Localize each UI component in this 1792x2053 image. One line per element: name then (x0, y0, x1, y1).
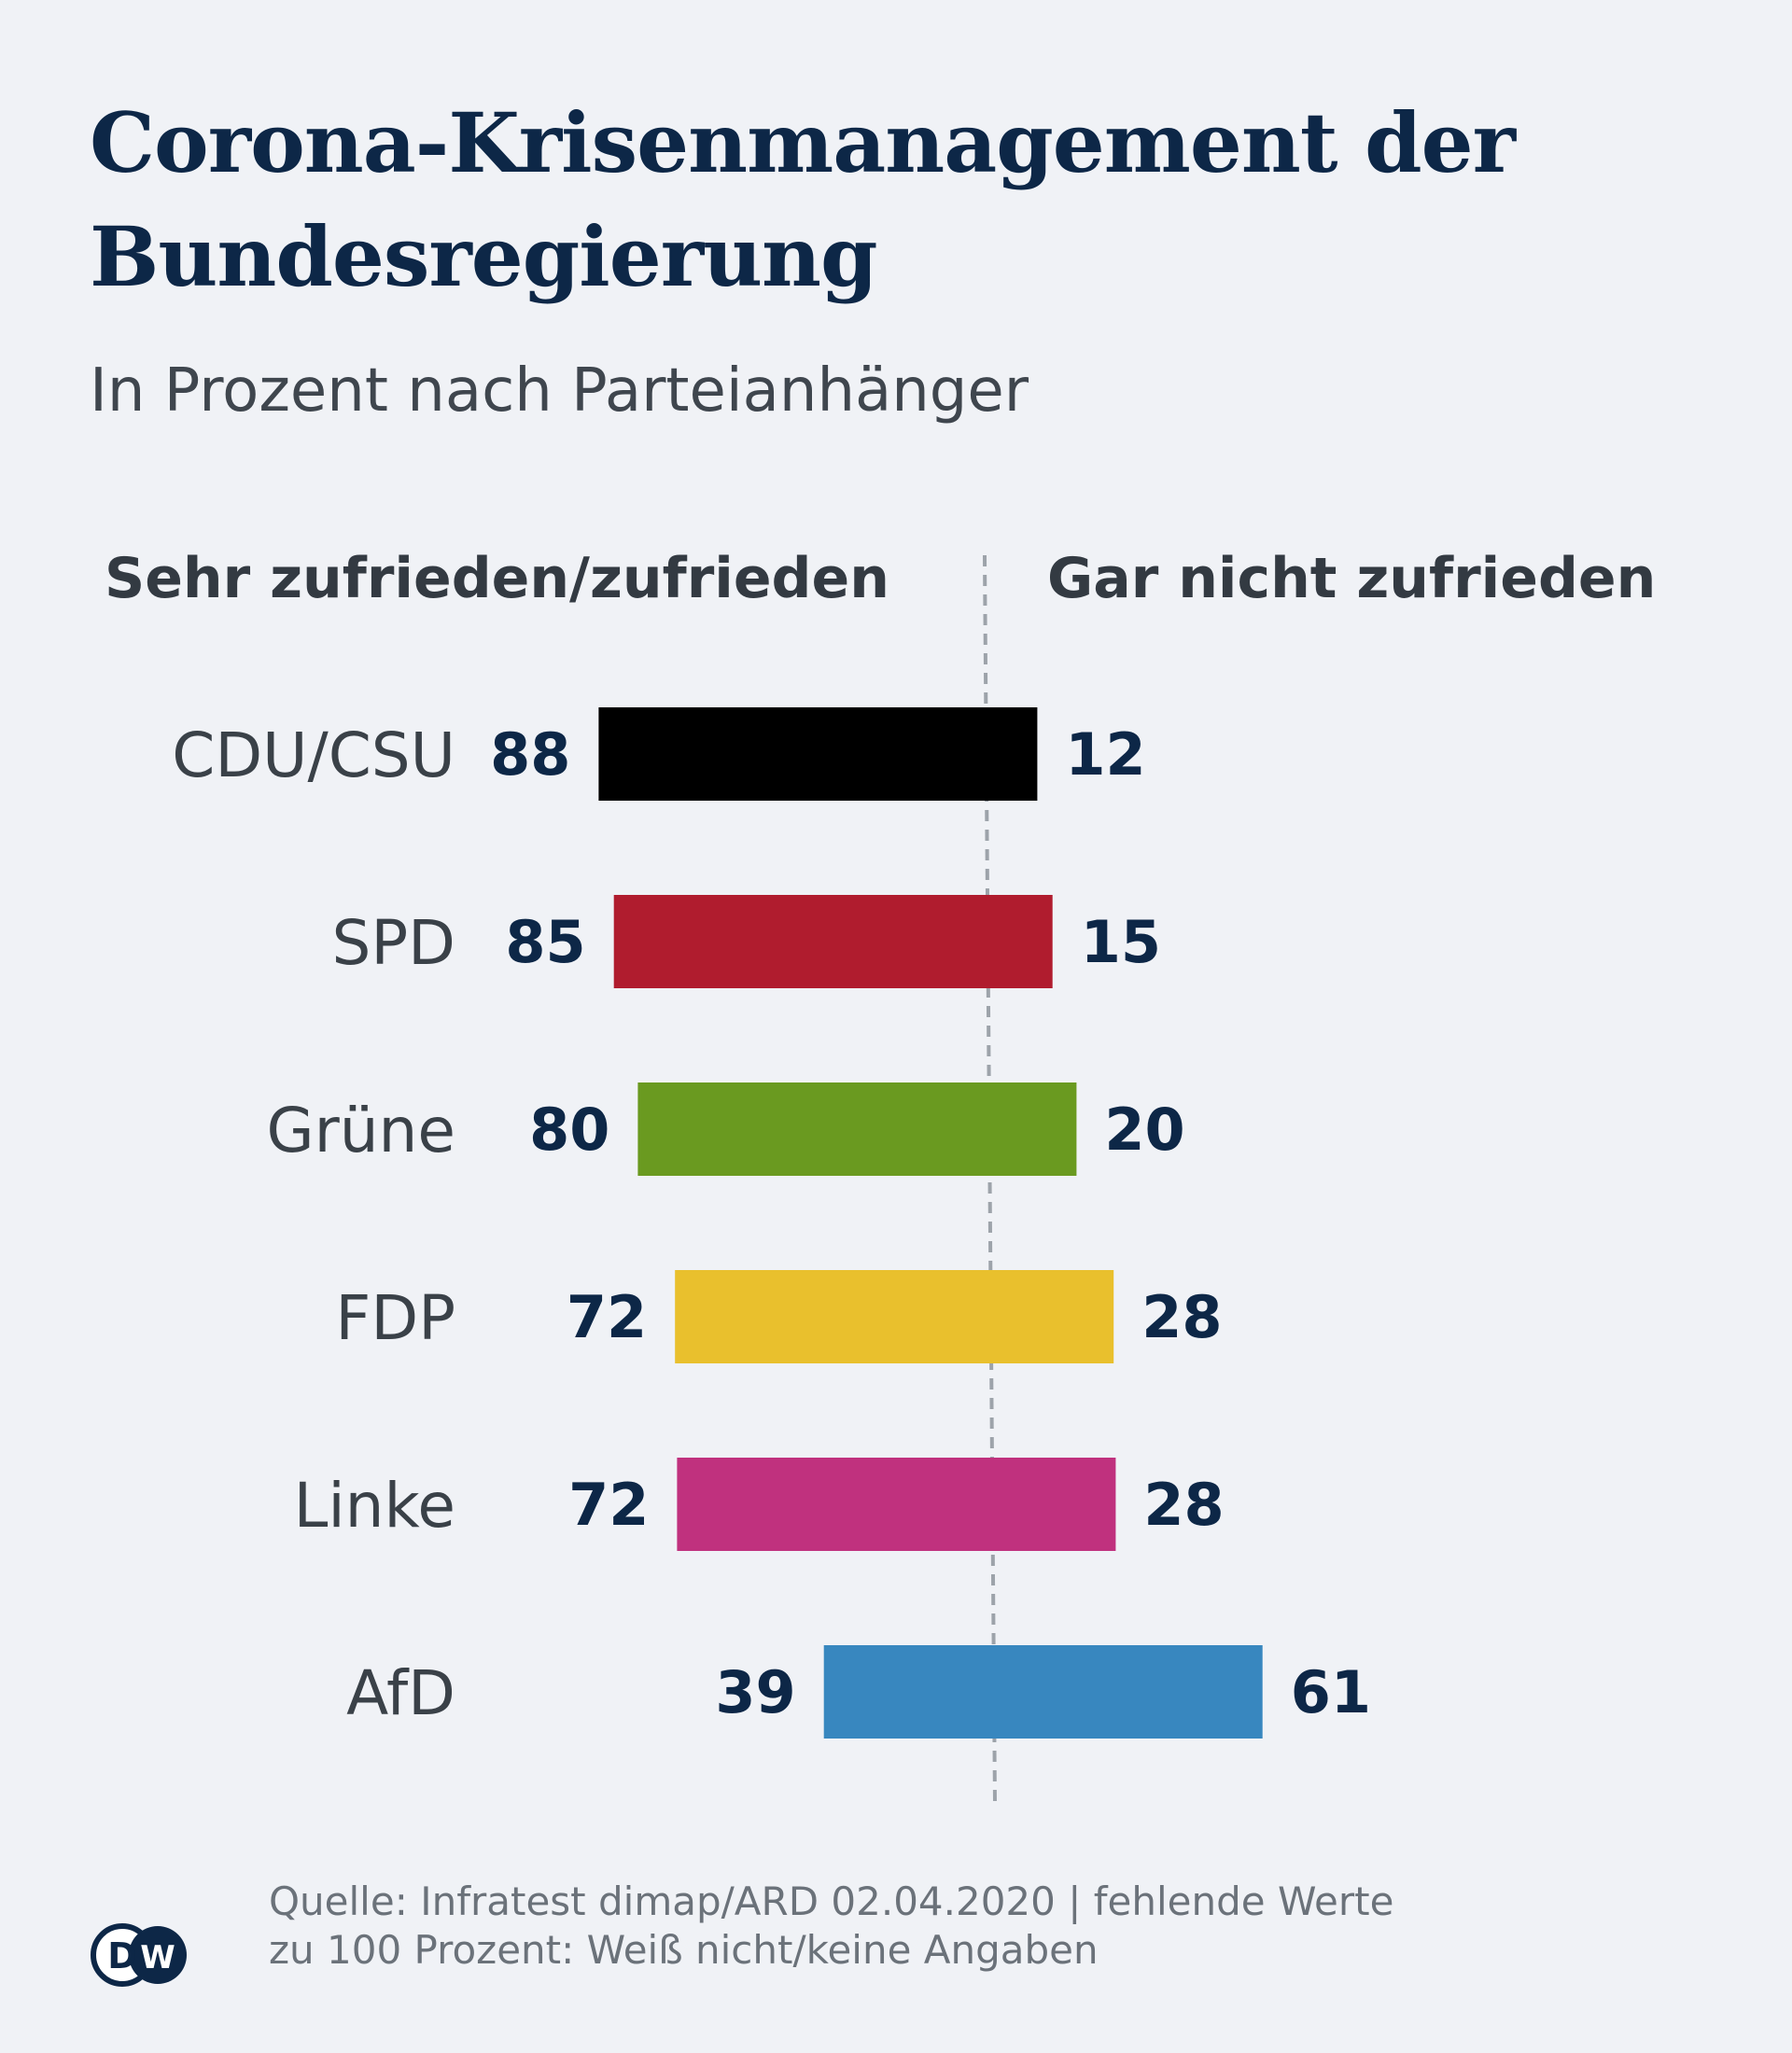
value-label-satisfied: 80 (529, 1096, 609, 1164)
column-header-not-satisfied: Gar nicht zufrieden (1047, 546, 1656, 611)
svg-text:W: W (140, 1939, 175, 1976)
category-label: Grüne (266, 1095, 455, 1166)
column-header-satisfied: Sehr zufrieden/zufrieden (105, 546, 889, 611)
value-label-satisfied: 72 (567, 1283, 647, 1351)
bar-linke (677, 1458, 1116, 1551)
source-note: Quelle: Infratest dimap/ARD 02.04.2020 |… (269, 1878, 1575, 1975)
bars-group: CDU/CSU 88 12 SPD 85 15 Grüne 80 20 FDP 72 28 Linke 7… (172, 707, 1371, 1739)
category-label: SPD (331, 907, 455, 979)
value-label-satisfied: 72 (568, 1471, 649, 1539)
category-label: FDP (335, 1282, 455, 1354)
category-label: Linke (294, 1470, 455, 1542)
center-divider-line (983, 554, 997, 1804)
source-line-1: Quelle: Infratest dimap/ARD 02.04.2020 |… (269, 1878, 1394, 1924)
value-label-satisfied: 39 (715, 1658, 795, 1726)
value-label-not-satisfied: 28 (1143, 1471, 1224, 1539)
value-label-not-satisfied: 28 (1141, 1283, 1222, 1351)
category-label: AfD (346, 1657, 455, 1729)
chart-title: Corona-Krisenmanagement der Bundesregier… (90, 94, 1516, 305)
value-label-not-satisfied: 20 (1104, 1096, 1184, 1164)
value-label-satisfied: 88 (490, 720, 570, 789)
svg-text:D: D (107, 1935, 137, 1976)
bar-cdu-csu (598, 707, 1038, 801)
bar-gr-ne (637, 1082, 1077, 1176)
value-label-not-satisfied: 12 (1065, 720, 1145, 789)
value-label-not-satisfied: 15 (1081, 908, 1161, 976)
category-label: CDU/CSU (172, 719, 455, 791)
dw-logo: D W (91, 1923, 187, 1987)
value-label-satisfied: 85 (505, 908, 585, 976)
bar-fdp (675, 1270, 1114, 1363)
source-line-2: zu 100 Prozent: Weiß nicht/keine Angaben (269, 1927, 1099, 1973)
value-label-not-satisfied: 61 (1291, 1658, 1371, 1726)
bar-afd (823, 1645, 1263, 1739)
chart-subtitle: In Prozent nach Parteianhänger (90, 356, 1029, 426)
diverging-bar-chart: Sehr zufrieden/zufrieden Gar nicht zufri… (105, 546, 1656, 1804)
bar-spd (613, 895, 1053, 988)
